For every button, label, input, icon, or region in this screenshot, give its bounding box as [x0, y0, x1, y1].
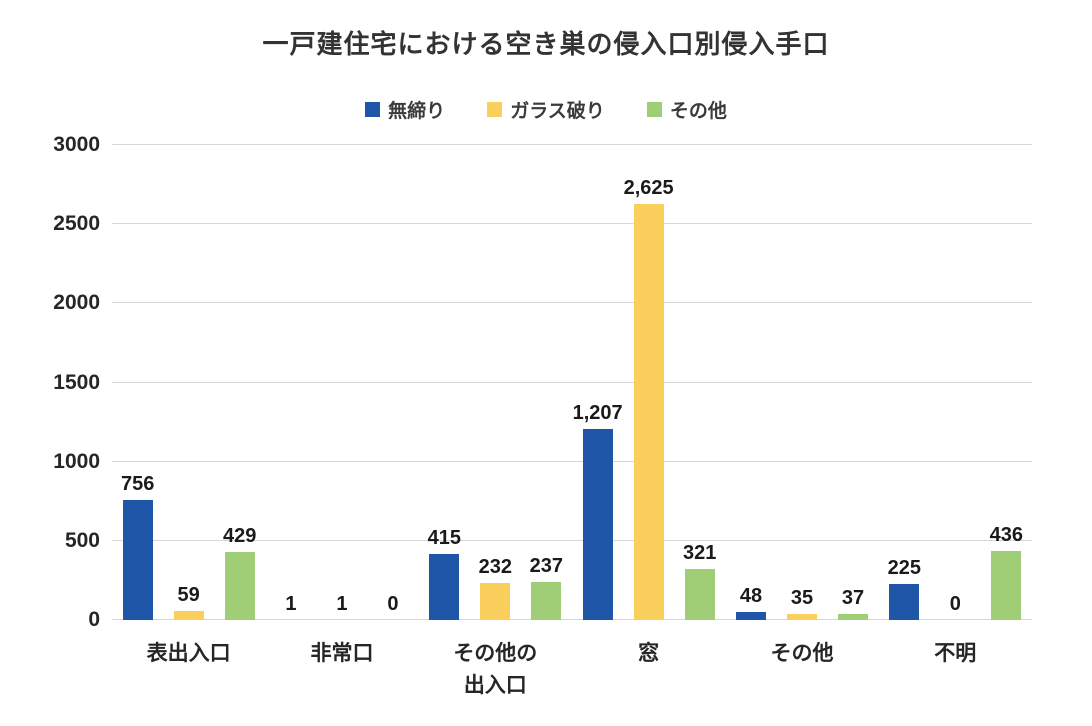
- data-label: 35: [790, 587, 814, 609]
- bar-cell: 2,625: [624, 177, 674, 620]
- bar: [786, 614, 817, 620]
- bar-group-0: 756 59 429: [112, 145, 265, 620]
- bar: [224, 552, 255, 620]
- gridline-0: [112, 619, 1032, 620]
- bar: [582, 429, 613, 620]
- bar-group-5: 225 0 436: [879, 145, 1032, 620]
- data-label: 48: [739, 585, 763, 607]
- chart-title: 一戸建住宅における空き巣の侵入口別侵入手口: [262, 29, 830, 59]
- bar-cell: 59: [173, 584, 204, 620]
- gridline-3000: [112, 144, 1032, 145]
- x-tick-label-1: 非常口: [310, 642, 374, 665]
- bar: [837, 614, 868, 620]
- bar-group-3: 1,207 2,625 321: [572, 145, 725, 620]
- bar-cell: 1: [276, 593, 306, 620]
- x-tick-label-4: その他: [770, 642, 834, 665]
- data-label: 0: [949, 593, 961, 615]
- data-label: 756: [120, 473, 155, 495]
- bar: [684, 569, 715, 620]
- bar-cell: 0: [378, 593, 408, 620]
- data-label: 0: [387, 593, 399, 615]
- gridline-1500: [112, 381, 1032, 383]
- bar-cell: 1: [327, 593, 357, 620]
- legend-item-2: その他: [646, 96, 727, 123]
- legend-item-1: ガラス破り: [487, 96, 605, 123]
- data-label: 2,625: [623, 177, 674, 199]
- data-label: 225: [887, 557, 921, 579]
- bar-cell: 415: [427, 527, 461, 620]
- bar: [889, 584, 920, 620]
- bar-cell: 35: [786, 587, 817, 620]
- data-label: 1: [336, 593, 348, 615]
- x-axis-labels: 表出入口 非常口 その他の 出入口 窓 その他 不明: [112, 638, 1032, 702]
- x-tick-label-0: 表出入口: [146, 642, 231, 665]
- bar: [122, 500, 153, 620]
- bar-cell: 1,207: [573, 402, 623, 620]
- y-tick-label-1000: 1000: [53, 449, 100, 473]
- data-label: 436: [989, 524, 1023, 546]
- gridline-2000: [112, 302, 1032, 304]
- legend-label: その他: [669, 101, 727, 122]
- bar-cell: 225: [887, 557, 921, 620]
- data-label: 232: [478, 556, 512, 578]
- y-tick-label-2000: 2000: [53, 291, 100, 315]
- legend-swatch-icon: [487, 102, 503, 117]
- bar: [735, 612, 766, 620]
- bar-group-4: 48 35 37: [725, 145, 878, 620]
- data-label: 1: [285, 593, 297, 615]
- bar-cell: 237: [529, 555, 563, 620]
- legend-label: 無締り: [388, 101, 446, 122]
- bar-cell: 321: [682, 542, 717, 620]
- x-tick-label-5: 不明: [934, 642, 977, 665]
- y-tick-label-0: 0: [88, 608, 100, 631]
- legend-swatch-icon: [365, 102, 381, 117]
- bar: [480, 583, 511, 620]
- y-tick-label-1500: 1500: [53, 370, 100, 394]
- legend: 無締り ガラス破り その他: [0, 96, 1092, 123]
- bar-cell: 232: [478, 556, 512, 620]
- plot-area: 756 59 429 1 1 0 415 232 237 1,207 2,625 321 48 35 37 2…: [112, 144, 1032, 620]
- bar: [633, 204, 664, 620]
- bar-groups: 756 59 429 1 1 0 415 232 237 1,207 2,625 321 48 35 37 2…: [112, 145, 1032, 620]
- legend-item-0: 無締り: [365, 96, 445, 123]
- x-tick-label-2: その他の 出入口: [453, 642, 538, 697]
- bar-cell: 37: [837, 587, 868, 620]
- legend-swatch-icon: [646, 102, 662, 117]
- bar-group-1: 1 1 0: [265, 145, 418, 620]
- y-tick-label-500: 500: [64, 528, 100, 552]
- bar-cell: 0: [940, 593, 970, 620]
- gridline-500: [112, 539, 1032, 541]
- gridline-1000: [112, 460, 1032, 462]
- bar: [991, 551, 1022, 620]
- data-label: 1,207: [572, 402, 623, 424]
- data-label: 321: [682, 542, 717, 564]
- bar: [429, 554, 460, 620]
- data-label: 37: [841, 587, 865, 609]
- x-tick-label-3: 窓: [638, 642, 660, 665]
- y-tick-label-3000: 3000: [53, 133, 100, 156]
- y-tick-label-2500: 2500: [53, 212, 100, 236]
- data-label: 415: [427, 527, 461, 549]
- data-label: 59: [177, 584, 200, 606]
- data-label: 237: [529, 555, 563, 577]
- bar-cell: 48: [735, 585, 766, 620]
- bar-cell: 429: [222, 525, 257, 620]
- bar-cell: 756: [120, 473, 155, 620]
- bar: [173, 611, 204, 620]
- bar-cell: 436: [989, 524, 1023, 620]
- legend-label: ガラス破り: [510, 101, 605, 122]
- bar-group-2: 415 232 237: [419, 145, 572, 620]
- gridline-2500: [112, 223, 1032, 225]
- bar: [531, 582, 562, 620]
- data-label: 429: [222, 525, 257, 547]
